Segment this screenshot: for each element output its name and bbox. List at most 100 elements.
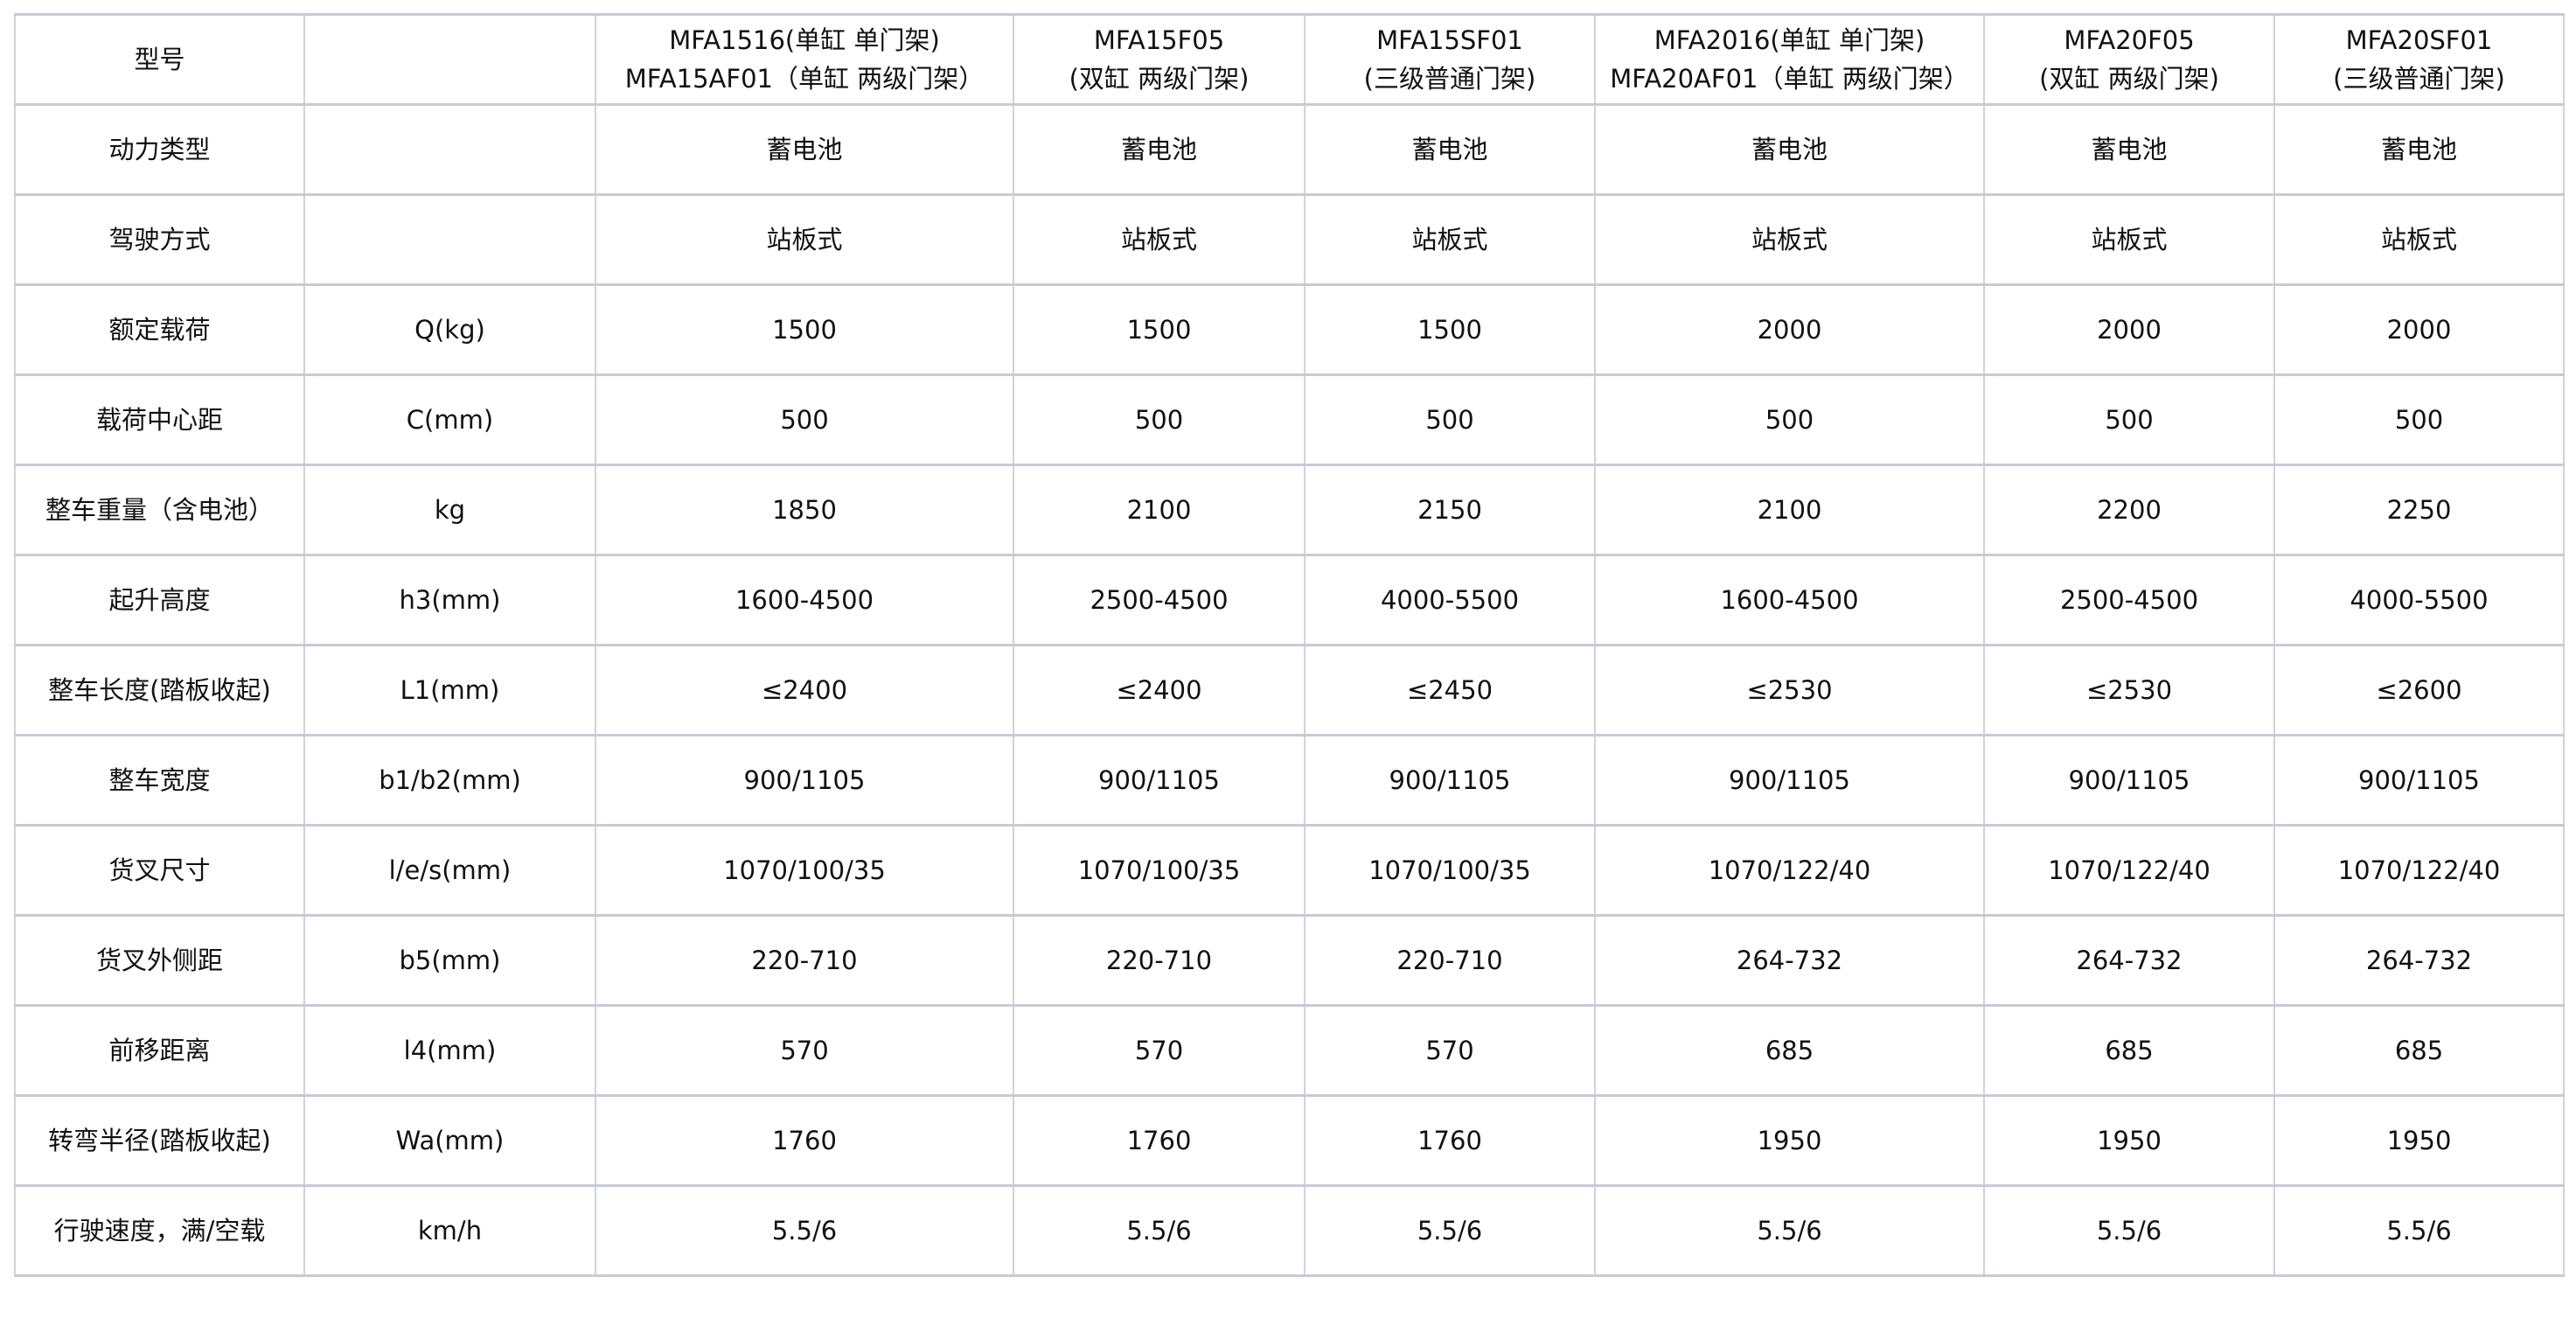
table-row: 转弯半径(踏板收起) Wa(mm) 1760 1760 1760 1950 1950 1950 [14,1094,2565,1187]
value-cell: 站板式 [1304,193,1596,286]
value-cell: 5.5/6 [1983,1184,2275,1277]
model-header: MFA15F05 (双缸 两级门架) [1013,13,1305,106]
value-cell: 900/1105 [1594,734,1985,827]
value-cell: 900/1105 [595,734,1014,827]
value-cell: 蓄电池 [595,103,1014,196]
value-cell: 500 [2273,373,2565,466]
value-cell: 5.5/6 [1594,1184,1985,1277]
value-cell: 5.5/6 [595,1184,1014,1277]
table-row: 整车宽度 b1/b2(mm) 900/1105 900/1105 900/1105 900… [14,734,2565,827]
value-cell: 1070/122/40 [1983,824,2275,917]
unit-cell: C(mm) [303,373,596,466]
model-name-line: MFA1516(单缸 单门架) [669,25,940,55]
value-cell: 5.5/6 [1304,1184,1596,1277]
model-header: MFA15SF01 (三级普通门架) [1304,13,1596,106]
row-label: 货叉尺寸 [14,824,305,917]
value-cell: 570 [595,1004,1014,1097]
value-cell: 站板式 [595,193,1014,286]
value-cell: 站板式 [2273,193,2565,286]
model-name-line: (双缸 两级门架) [2039,64,2219,94]
value-cell: 2250 [2273,464,2565,556]
model-name-line: MFA15SF01 [1376,25,1523,55]
table-row: 载荷中心距 C(mm) 500 500 500 500 500 500 [14,373,2565,466]
value-cell: 220-710 [1304,914,1596,1007]
header-row: 型号 MFA1516(单缸 单门架) MFA15AF01（单缸 两级门架） MFA15… [14,13,2565,106]
unit-cell: Wa(mm) [303,1094,596,1187]
model-name-line: (三级普通门架) [2333,64,2505,94]
value-cell: 2000 [2273,283,2565,376]
model-name-line: (双缸 两级门架) [1069,64,1250,94]
value-cell: 4000-5500 [1304,554,1596,646]
unit-cell: l/e/s(mm) [303,824,596,917]
unit-cell: l4(mm) [303,1004,596,1097]
value-cell: 蓄电池 [2273,103,2565,196]
row-label: 动力类型 [14,103,305,196]
unit-cell: L1(mm) [303,644,596,736]
value-cell: 2150 [1304,464,1596,556]
value-cell: 1070/122/40 [2273,824,2565,917]
value-cell: 1500 [595,283,1014,376]
table-row: 起升高度 h3(mm) 1600-4500 2500-4500 4000-5500 160… [14,554,2565,646]
value-cell: 685 [2273,1004,2565,1097]
value-cell: 220-710 [595,914,1014,1007]
value-cell: 1500 [1304,283,1596,376]
value-cell: ≤2530 [1983,644,2275,736]
value-cell: 1950 [1594,1094,1985,1187]
unit-cell [303,13,596,106]
model-name-line: (三级普通门架) [1363,64,1536,94]
unit-cell: b5(mm) [303,914,596,1007]
model-name-line: MFA15AF01（单缸 两级门架） [624,64,985,94]
row-label: 整车宽度 [14,734,305,827]
table-row: 前移距离 l4(mm) 570 570 570 685 685 685 [14,1004,2565,1097]
model-name-line: MFA20F05 [2064,25,2195,55]
value-cell: 5.5/6 [1013,1184,1305,1277]
model-name-line: MFA15F05 [1093,25,1225,55]
value-cell: ≤2450 [1304,644,1596,736]
unit-cell: Q(kg) [303,283,596,376]
row-label: 转弯半径(踏板收起) [14,1094,305,1187]
value-cell: 站板式 [1594,193,1985,286]
value-cell: 500 [1304,373,1596,466]
value-cell: 264-732 [1983,914,2275,1007]
value-cell: ≤2400 [595,644,1014,736]
value-cell: 2100 [1594,464,1985,556]
value-cell: ≤2400 [1013,644,1305,736]
table-row: 货叉外侧距 b5(mm) 220-710 220-710 220-710 264-732 2… [14,914,2565,1007]
model-header: MFA20SF01 (三级普通门架) [2273,13,2565,106]
value-cell: 685 [1594,1004,1985,1097]
model-header: MFA1516(单缸 单门架) MFA15AF01（单缸 两级门架） [595,13,1014,106]
row-label: 额定载荷 [14,283,305,376]
table-row: 行驶速度，满/空载 km/h 5.5/6 5.5/6 5.5/6 5.5/6 5.5/6 5.… [14,1184,2565,1277]
spec-table: 型号 MFA1516(单缸 单门架) MFA15AF01（单缸 两级门架） MFA15… [14,13,2565,1277]
value-cell: 1760 [595,1094,1014,1187]
row-label: 载荷中心距 [14,373,305,466]
unit-cell [303,103,596,196]
value-cell: ≤2600 [2273,644,2565,736]
value-cell: 1850 [595,464,1014,556]
value-cell: ≤2530 [1594,644,1985,736]
unit-cell: b1/b2(mm) [303,734,596,827]
value-cell: 2200 [1983,464,2275,556]
model-name-line: MFA20SF01 [2345,25,2493,55]
table-row: 动力类型 蓄电池 蓄电池 蓄电池 蓄电池 蓄电池 蓄电池 [14,103,2565,196]
value-cell: 蓄电池 [1304,103,1596,196]
row-label: 型号 [14,13,305,106]
row-label: 整车重量（含电池） [14,464,305,556]
value-cell: 500 [1594,373,1985,466]
value-cell: 2500-4500 [1983,554,2275,646]
model-name-line: MFA20AF01（单缸 两级门架） [1610,64,1969,94]
value-cell: 900/1105 [2273,734,2565,827]
value-cell: 220-710 [1013,914,1305,1007]
value-cell: 685 [1983,1004,2275,1097]
row-label: 货叉外侧距 [14,914,305,1007]
value-cell: 1070/122/40 [1594,824,1985,917]
row-label: 驾驶方式 [14,193,305,286]
value-cell: 500 [1983,373,2275,466]
value-cell: 570 [1013,1004,1305,1097]
model-header: MFA20F05 (双缸 两级门架) [1983,13,2275,106]
unit-cell: kg [303,464,596,556]
value-cell: 1760 [1304,1094,1596,1187]
table-row: 货叉尺寸 l/e/s(mm) 1070/100/35 1070/100/35 1070/… [14,824,2565,917]
value-cell: 蓄电池 [1013,103,1305,196]
value-cell: 蓄电池 [1983,103,2275,196]
